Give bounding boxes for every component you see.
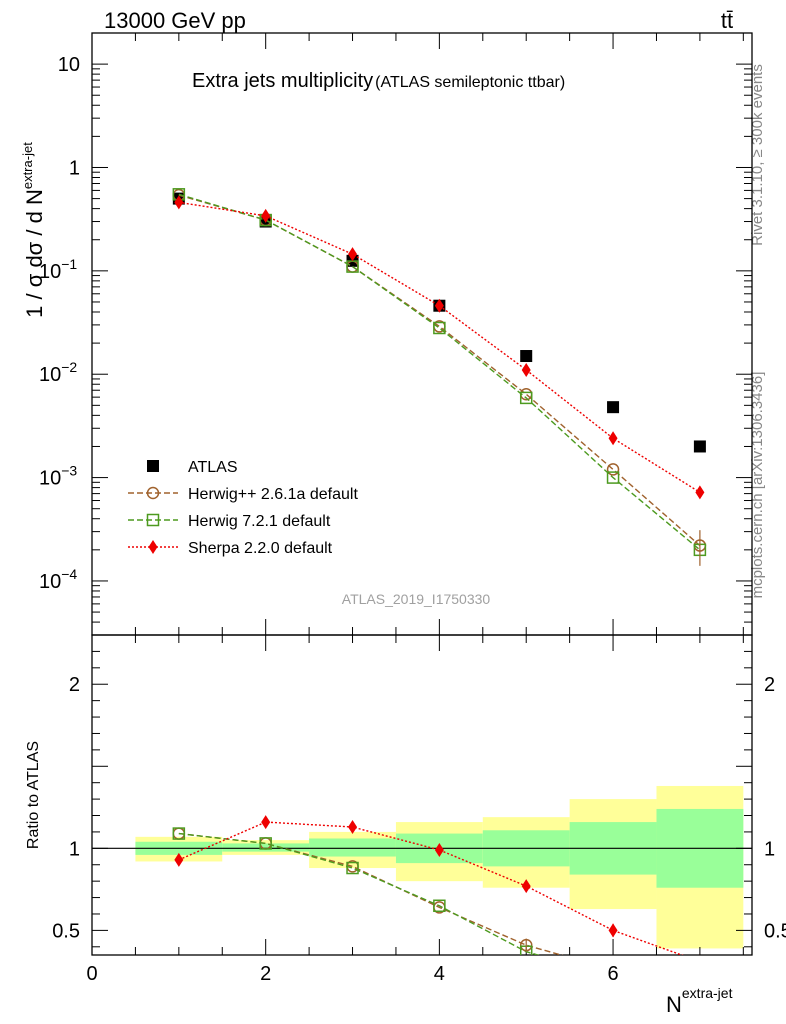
- ratio-data-point: [433, 899, 446, 913]
- stat-uncertainty-band: [309, 838, 396, 857]
- y-tick-label-base: 10: [58, 54, 80, 76]
- y-tick-label: 10: [58, 54, 80, 76]
- y-axis-label-sup: extra-jet: [20, 142, 35, 189]
- ratio-data-point: [259, 837, 272, 850]
- x-tick-label: 2: [260, 963, 271, 985]
- data-point: [433, 321, 446, 335]
- legend-marker: [147, 460, 159, 472]
- ratio-series: [172, 815, 701, 955]
- legend-marker: [146, 513, 160, 527]
- data-point: [608, 431, 618, 446]
- y-tick-label-exponent: −2: [61, 359, 77, 375]
- data-point: [607, 401, 620, 414]
- ratio-y-tick-label-left: 2: [69, 674, 80, 696]
- data-point: [520, 350, 533, 363]
- ratio-data-point: [174, 852, 184, 867]
- y-tick-label-base: 10: [39, 364, 61, 386]
- analysis-watermark: ATLAS_2019_I1750330: [342, 591, 491, 607]
- data-point: [693, 440, 706, 453]
- x-axis-label-main: N: [666, 992, 682, 1017]
- chart-title-main: Extra jets multiplicity: [192, 70, 373, 92]
- y-tick-label-base: 1: [69, 157, 80, 179]
- y-tick-label-exponent: −4: [61, 566, 77, 582]
- y-tick-label: 10−3: [39, 463, 77, 490]
- data-point: [606, 471, 620, 484]
- legend-marker: [146, 486, 160, 500]
- y-axis-label: 1 / σ dσ / d Nextra-jet: [20, 142, 47, 318]
- legend: ATLAS Herwig++ 2.6.1a default Herwig 7.2.1…: [128, 459, 358, 557]
- x-tick-label: 6: [607, 963, 618, 985]
- data-point: [519, 391, 533, 405]
- data-point: [695, 485, 705, 500]
- ratio-y-tick-label-left: 0.5: [52, 920, 80, 942]
- y-tick-label-base: 10: [39, 261, 61, 283]
- ratio-series-line: [178, 832, 564, 955]
- y-tick-label-exponent: −1: [61, 256, 77, 272]
- ratio-data-point: [434, 842, 444, 857]
- ratio-panel-frame: [91, 634, 753, 956]
- legend-label: ATLAS: [188, 459, 238, 476]
- stat-uncertainty-band: [222, 843, 310, 852]
- ratio-axes: 2 2 1 1 0.5 0.5 0 2 4 6: [52, 635, 786, 985]
- x-tick-label: 4: [434, 963, 445, 985]
- y-tick-label: 1: [69, 157, 80, 179]
- legend-label: Herwig++ 2.6.1a default: [188, 486, 358, 503]
- data-point: [434, 298, 444, 313]
- data-point: [261, 208, 271, 223]
- ratio-y-tick-label-left: 1: [69, 838, 80, 860]
- x-axis-label: Nextra-jet: [666, 985, 733, 1017]
- ratio-y-axis-label: Ratio to ATLAS: [25, 741, 42, 849]
- data-point: [348, 247, 358, 262]
- ratio-data-point: [346, 861, 359, 875]
- y-axis-label-main: 1 / σ dσ / d N: [22, 189, 47, 318]
- mcplots-label: mcplots.cern.ch [arXiv:1306.3436]: [749, 372, 766, 599]
- main-series: [172, 188, 707, 566]
- ratio-y-tick-label-right: 1: [764, 838, 775, 860]
- legend-label: Sherpa 2.2.0 default: [188, 540, 333, 557]
- ratio-y-tick-label-right: 0.5: [764, 920, 786, 942]
- ratio-y-tick-label-right: 2: [764, 674, 775, 696]
- chart-title: Extra jets multiplicity (ATLAS semilepton…: [192, 70, 565, 92]
- energy-label: 13000 GeV pp: [104, 8, 246, 33]
- y-tick-label: 10−4: [39, 566, 77, 593]
- rivet-label: Rivet 3.1.10, ≥ 300k events: [749, 64, 766, 246]
- legend-marker: [148, 540, 158, 554]
- chart-title-sub: (ATLAS semileptonic ttbar): [375, 74, 565, 91]
- data-point: [606, 463, 620, 476]
- ratio-data-point: [261, 815, 271, 830]
- y-tick-label: 10−1: [39, 256, 77, 283]
- ratio-data-point: [172, 827, 186, 840]
- data-point: [174, 195, 184, 210]
- ratio-bands: [135, 785, 744, 949]
- ratio-data-point: [521, 879, 531, 894]
- y-tick-label-base: 10: [39, 468, 61, 490]
- y-tick-label-exponent: −3: [61, 463, 77, 479]
- ratio-data-point: [348, 820, 358, 834]
- legend-label: Herwig 7.2.1 default: [188, 513, 331, 530]
- x-axis-label-sup: extra-jet: [682, 985, 733, 1001]
- ratio-series-line: [178, 832, 541, 955]
- ratio-data-point: [699, 954, 701, 955]
- process-label: tt̄: [721, 8, 733, 33]
- x-tick-label: 0: [86, 963, 97, 985]
- data-point: [521, 362, 531, 377]
- y-tick-label-base: 10: [39, 571, 61, 593]
- y-tick-label: 10−2: [39, 359, 77, 386]
- series-line: [178, 201, 701, 493]
